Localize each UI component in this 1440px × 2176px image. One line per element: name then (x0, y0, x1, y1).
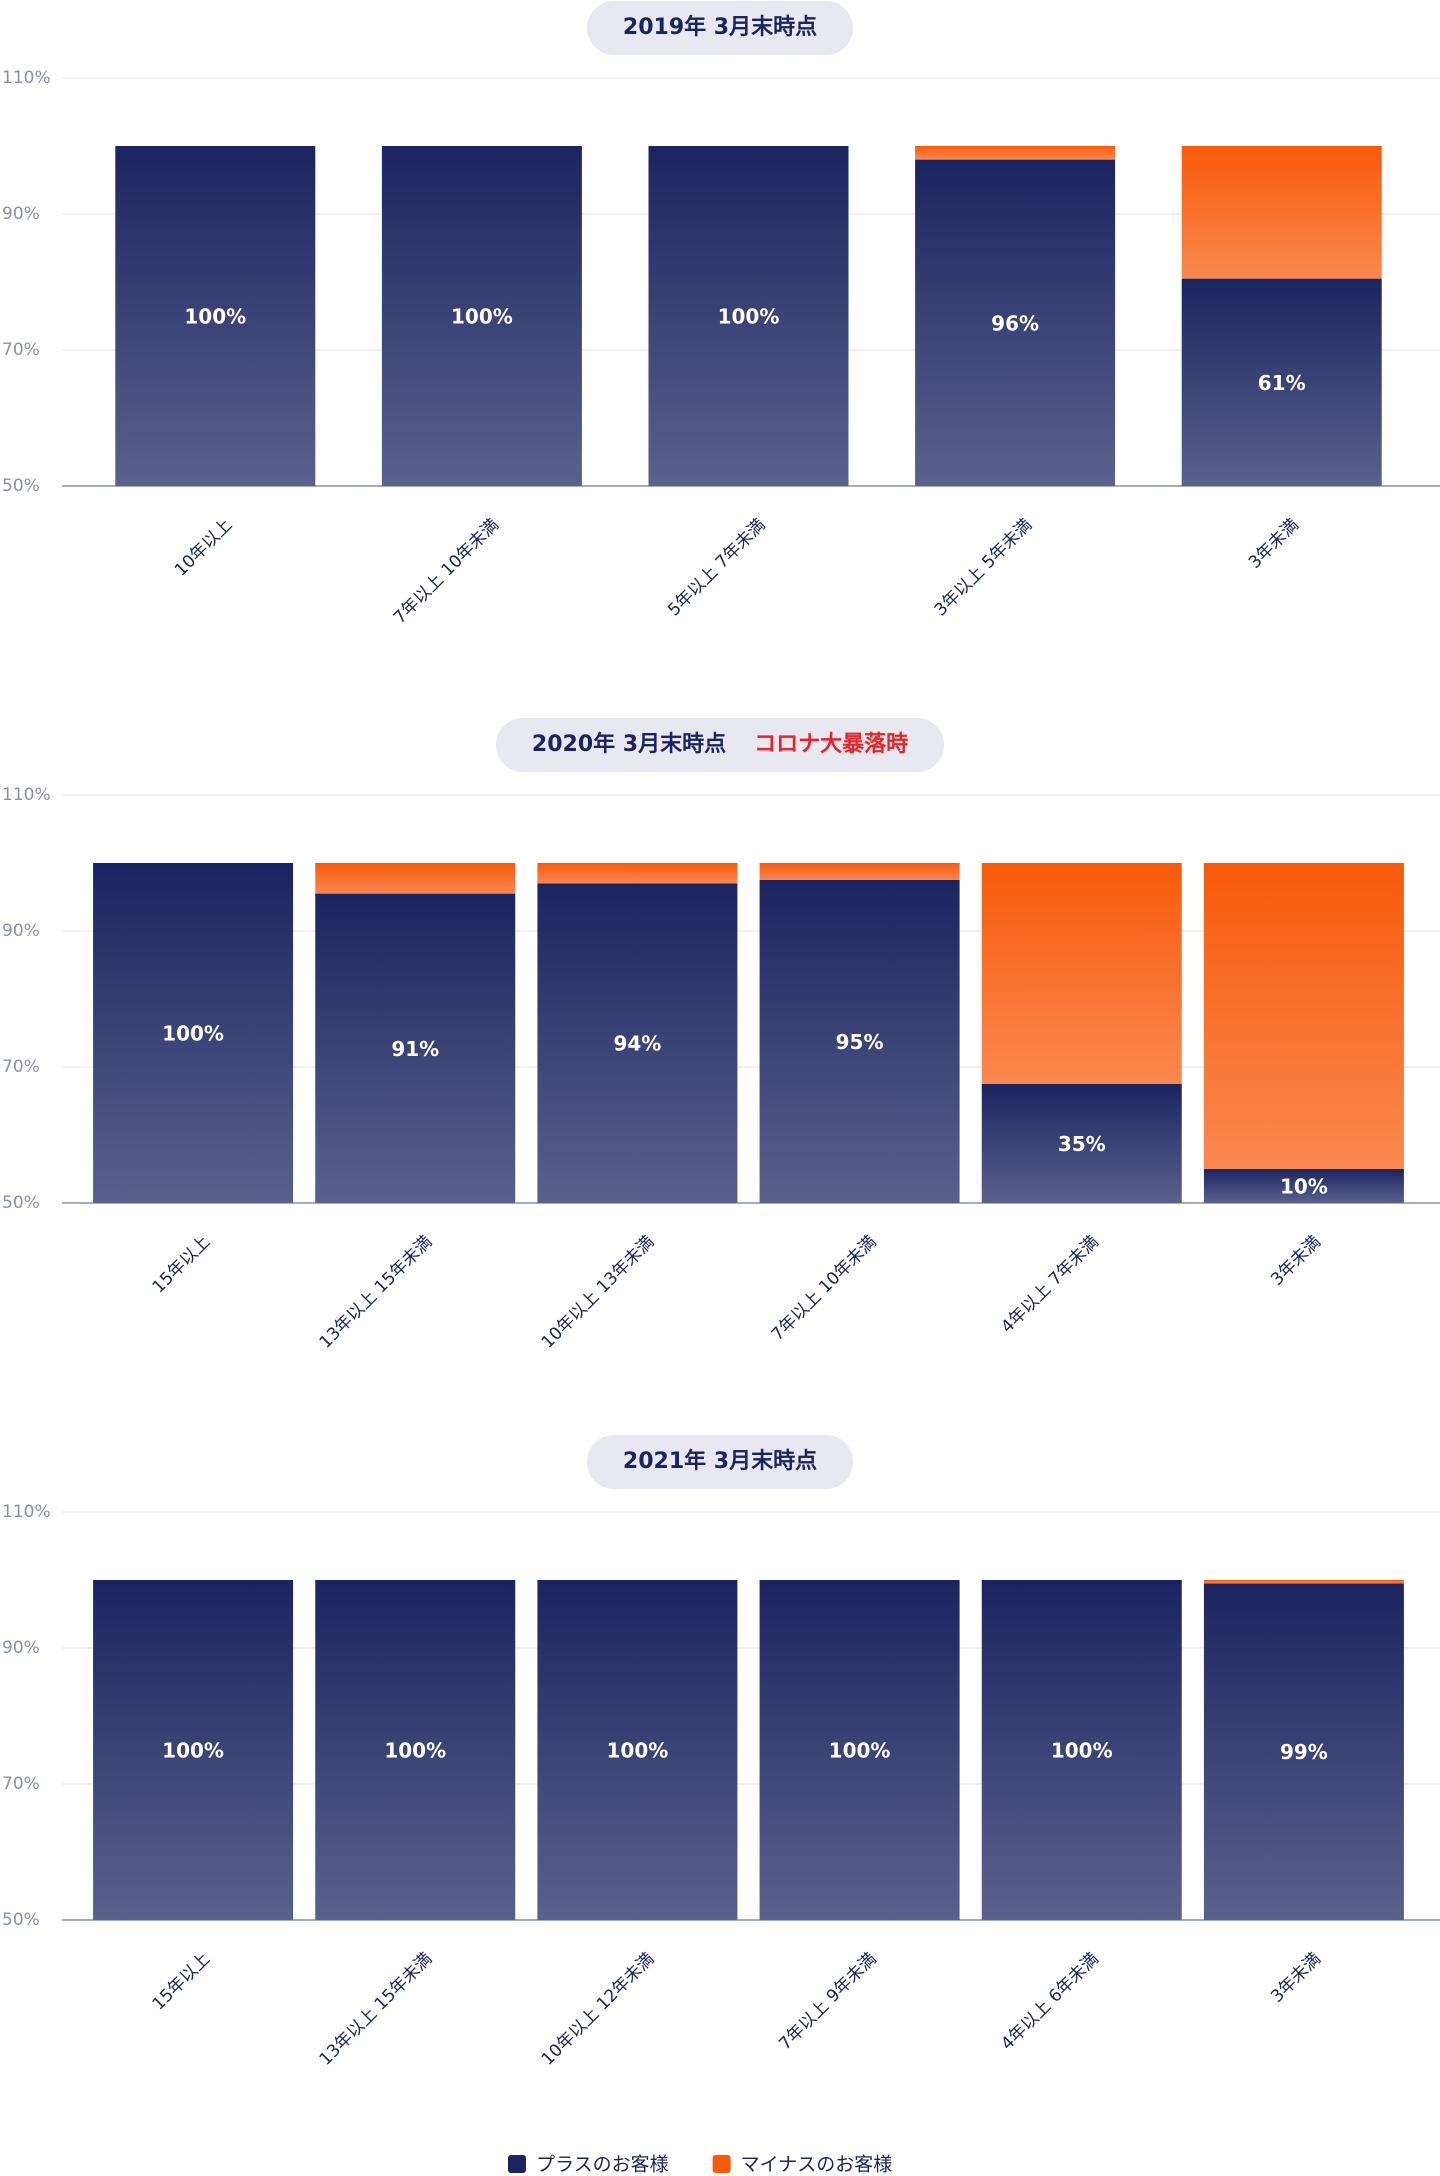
value-label: 95% (836, 1030, 884, 1054)
x-tick-label: 7年以上 9年未満 (775, 1949, 880, 2054)
y-tick-label: 50% (2, 1910, 40, 1930)
bar-segment (1203, 1583, 1404, 1920)
title-pill (586, 1435, 854, 1489)
chart-title: 2020年 3月末時点 (532, 731, 726, 757)
y-tick-label: 50% (2, 476, 40, 496)
chart-title: 2019年 3月末時点 (623, 14, 817, 40)
bar-segment (93, 863, 294, 1203)
y-tick-label: 90% (2, 204, 40, 224)
y-tick-label: 50% (2, 1193, 40, 1213)
y-tick-label: 90% (2, 921, 40, 941)
x-tick-label: 15年以上 (149, 1232, 215, 1298)
bar-segment (981, 1084, 1182, 1203)
x-tick-label: 13年以上 15年未満 (316, 1232, 437, 1353)
legend-label: プラスのお客様 (536, 2154, 669, 2176)
x-tick-label: 13年以上 15年未満 (316, 1949, 437, 2070)
x-tick-label: 4年以上 6年未満 (997, 1949, 1102, 2054)
x-tick-label: 10年以上 (171, 515, 237, 581)
x-tick-label: 3年未満 (1267, 1949, 1325, 2007)
y-tick-label: 90% (2, 1638, 40, 1658)
bar-segment (759, 1580, 960, 1920)
bar-segment (915, 159, 1116, 486)
annotation: コロナ大暴落時 (754, 732, 908, 757)
bar-segment (115, 146, 316, 486)
y-tick-label: 110% (2, 785, 51, 805)
x-tick-label: 10年以上 13年未満 (538, 1232, 659, 1353)
x-tick-label: 15年以上 (149, 1949, 215, 2015)
bar-segment (315, 1580, 516, 1920)
title-pill (495, 718, 945, 772)
bar-segment (381, 146, 582, 486)
value-label: 100% (1051, 1739, 1113, 1763)
title-pill (586, 1, 854, 55)
bar-segment (759, 863, 960, 880)
bar-segment (981, 1580, 1182, 1920)
value-label: 100% (607, 1739, 669, 1763)
value-label: 100% (718, 305, 780, 329)
x-tick-label: 7年以上 10年未満 (390, 515, 503, 628)
bar-segment (537, 863, 738, 884)
value-label: 10% (1280, 1175, 1328, 1199)
y-tick-label: 110% (2, 1502, 51, 1522)
bar-segment (1203, 1580, 1404, 1584)
bar-segment (1181, 146, 1382, 279)
value-label: 100% (451, 305, 513, 329)
value-label: 100% (162, 1739, 224, 1763)
value-label: 100% (162, 1022, 224, 1046)
bar-segment (1203, 863, 1404, 1169)
y-tick-label: 70% (2, 1774, 40, 1794)
x-tick-label: 3年以上 5年未満 (931, 515, 1036, 620)
value-label: 35% (1058, 1132, 1106, 1156)
x-tick-label: 3年未満 (1245, 515, 1303, 573)
bar-segment (648, 146, 849, 486)
bar-segment (981, 863, 1182, 1084)
value-label: 96% (991, 311, 1039, 335)
legend-swatch (712, 2155, 731, 2173)
x-tick-label: 10年以上 12年未満 (538, 1949, 659, 2070)
y-tick-label: 110% (2, 68, 51, 88)
bar-segment (315, 863, 516, 894)
value-label: 100% (184, 305, 246, 329)
bar-segment (759, 880, 960, 1203)
value-label: 99% (1280, 1740, 1328, 1764)
x-tick-label: 4年以上 7年未満 (997, 1232, 1102, 1337)
bar-segment (537, 883, 738, 1203)
value-label: 100% (829, 1739, 891, 1763)
bar-segment (537, 1580, 738, 1920)
bar-segment (315, 893, 516, 1203)
y-tick-label: 70% (2, 340, 40, 360)
bar-segment (93, 1580, 294, 1920)
value-label: 100% (384, 1739, 446, 1763)
value-label: 61% (1258, 371, 1306, 395)
legend-label: マイナスのお客様 (741, 2154, 893, 2176)
x-tick-label: 7年以上 10年未満 (768, 1232, 881, 1345)
bar-segment (1181, 278, 1382, 486)
chart-title: 2021年 3月末時点 (623, 1448, 817, 1474)
x-tick-label: 5年以上 7年未満 (664, 515, 769, 620)
value-label: 91% (391, 1037, 439, 1061)
legend-swatch (508, 2155, 526, 2173)
bar-segment (1203, 1169, 1404, 1203)
x-tick-label: 3年未満 (1267, 1232, 1325, 1290)
y-tick-label: 70% (2, 1057, 40, 1077)
bar-segment (915, 146, 1116, 160)
value-label: 94% (613, 1032, 661, 1056)
